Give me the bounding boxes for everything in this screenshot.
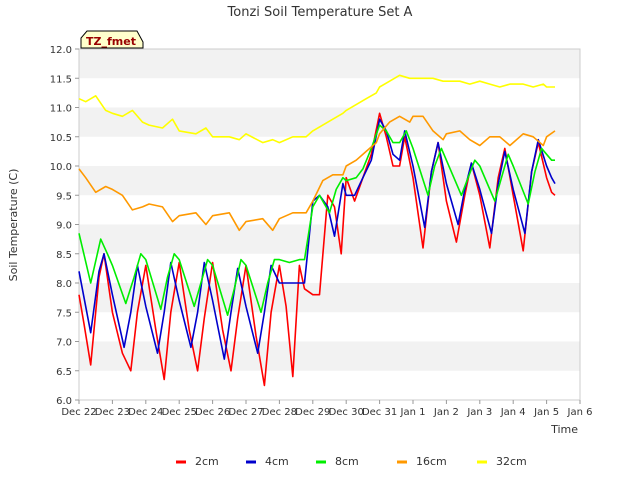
legend-label-16cm: 16cm bbox=[416, 455, 447, 468]
legend-label-2cm: 2cm bbox=[195, 455, 219, 468]
badge: TZ_fmet bbox=[80, 30, 144, 49]
grid-band bbox=[79, 341, 580, 371]
y-tick-label: 7.0 bbox=[56, 338, 72, 349]
x-tick-label: Dec 22 bbox=[61, 407, 96, 418]
y-tick-label: 8.5 bbox=[56, 250, 72, 261]
x-tick-label: Dec 28 bbox=[262, 407, 297, 418]
grid-band bbox=[79, 78, 580, 108]
legend: 2cm 4cm 8cm 16cm 32cm bbox=[176, 455, 527, 468]
series-line-32cm bbox=[78, 74, 555, 144]
y-tick-label: 10.0 bbox=[50, 162, 72, 173]
grid-band bbox=[79, 166, 580, 196]
x-tick-label: Dec 24 bbox=[128, 407, 163, 418]
badge-shape bbox=[80, 30, 144, 49]
grid-band bbox=[79, 253, 580, 283]
x-tick-label: Jan 5 bbox=[533, 407, 559, 418]
series-lines bbox=[78, 74, 556, 387]
y-tick-label: 11.0 bbox=[50, 104, 72, 115]
y-tick-label: 9.5 bbox=[56, 191, 72, 202]
badge-label: TZ_fmet bbox=[86, 35, 136, 48]
x-tick-label: Jan 2 bbox=[433, 407, 459, 418]
y-tick-label: 11.5 bbox=[50, 74, 72, 85]
y-tick-label: 7.5 bbox=[56, 308, 72, 319]
series-line-16cm bbox=[78, 115, 556, 232]
y-tick-label: 6.0 bbox=[56, 396, 72, 407]
grid-band bbox=[79, 136, 580, 166]
series-line-4cm bbox=[78, 118, 556, 360]
x-tick-label: Dec 31 bbox=[362, 407, 397, 418]
y-tick-label: 12.0 bbox=[50, 45, 72, 56]
x-axis-label: Time bbox=[550, 423, 578, 436]
y-tick-label: 10.5 bbox=[50, 133, 72, 144]
y-axis-label: Soil Temperature (C) bbox=[7, 169, 20, 282]
legend-label-8cm: 8cm bbox=[335, 455, 359, 468]
x-tick-label: Jan 1 bbox=[400, 407, 426, 418]
grid-band bbox=[79, 370, 580, 400]
x-tick-label: Jan 6 bbox=[567, 407, 593, 418]
x-tick-label: Dec 25 bbox=[162, 407, 197, 418]
y-tick-label: 8.0 bbox=[56, 279, 72, 290]
grid-band bbox=[79, 49, 580, 79]
legend-label-32cm: 32cm bbox=[496, 455, 527, 468]
series-line-8cm bbox=[78, 124, 555, 317]
x-tick-label: Dec 29 bbox=[295, 407, 330, 418]
y-tick-label: 9.0 bbox=[56, 221, 72, 232]
chart-title: Tonzi Soil Temperature Set A bbox=[227, 5, 413, 20]
x-tick-label: Dec 30 bbox=[329, 407, 364, 418]
x-tick-label: Dec 26 bbox=[195, 407, 230, 418]
grid-band bbox=[79, 107, 580, 137]
x-tick-label: Jan 3 bbox=[466, 407, 492, 418]
plot-bands bbox=[79, 49, 580, 400]
y-tick-label: 6.5 bbox=[56, 367, 72, 378]
legend-label-4cm: 4cm bbox=[265, 455, 289, 468]
y-axis: 6.0 6.5 7.0 7.5 8.0 8.5 9.0 9.5 10.0 10.5 11.0 11.5… bbox=[50, 45, 79, 407]
x-tick-label: Dec 27 bbox=[228, 407, 263, 418]
x-tick-label: Jan 4 bbox=[500, 407, 526, 418]
grid-band bbox=[79, 224, 580, 254]
x-tick-label: Dec 23 bbox=[95, 407, 130, 418]
